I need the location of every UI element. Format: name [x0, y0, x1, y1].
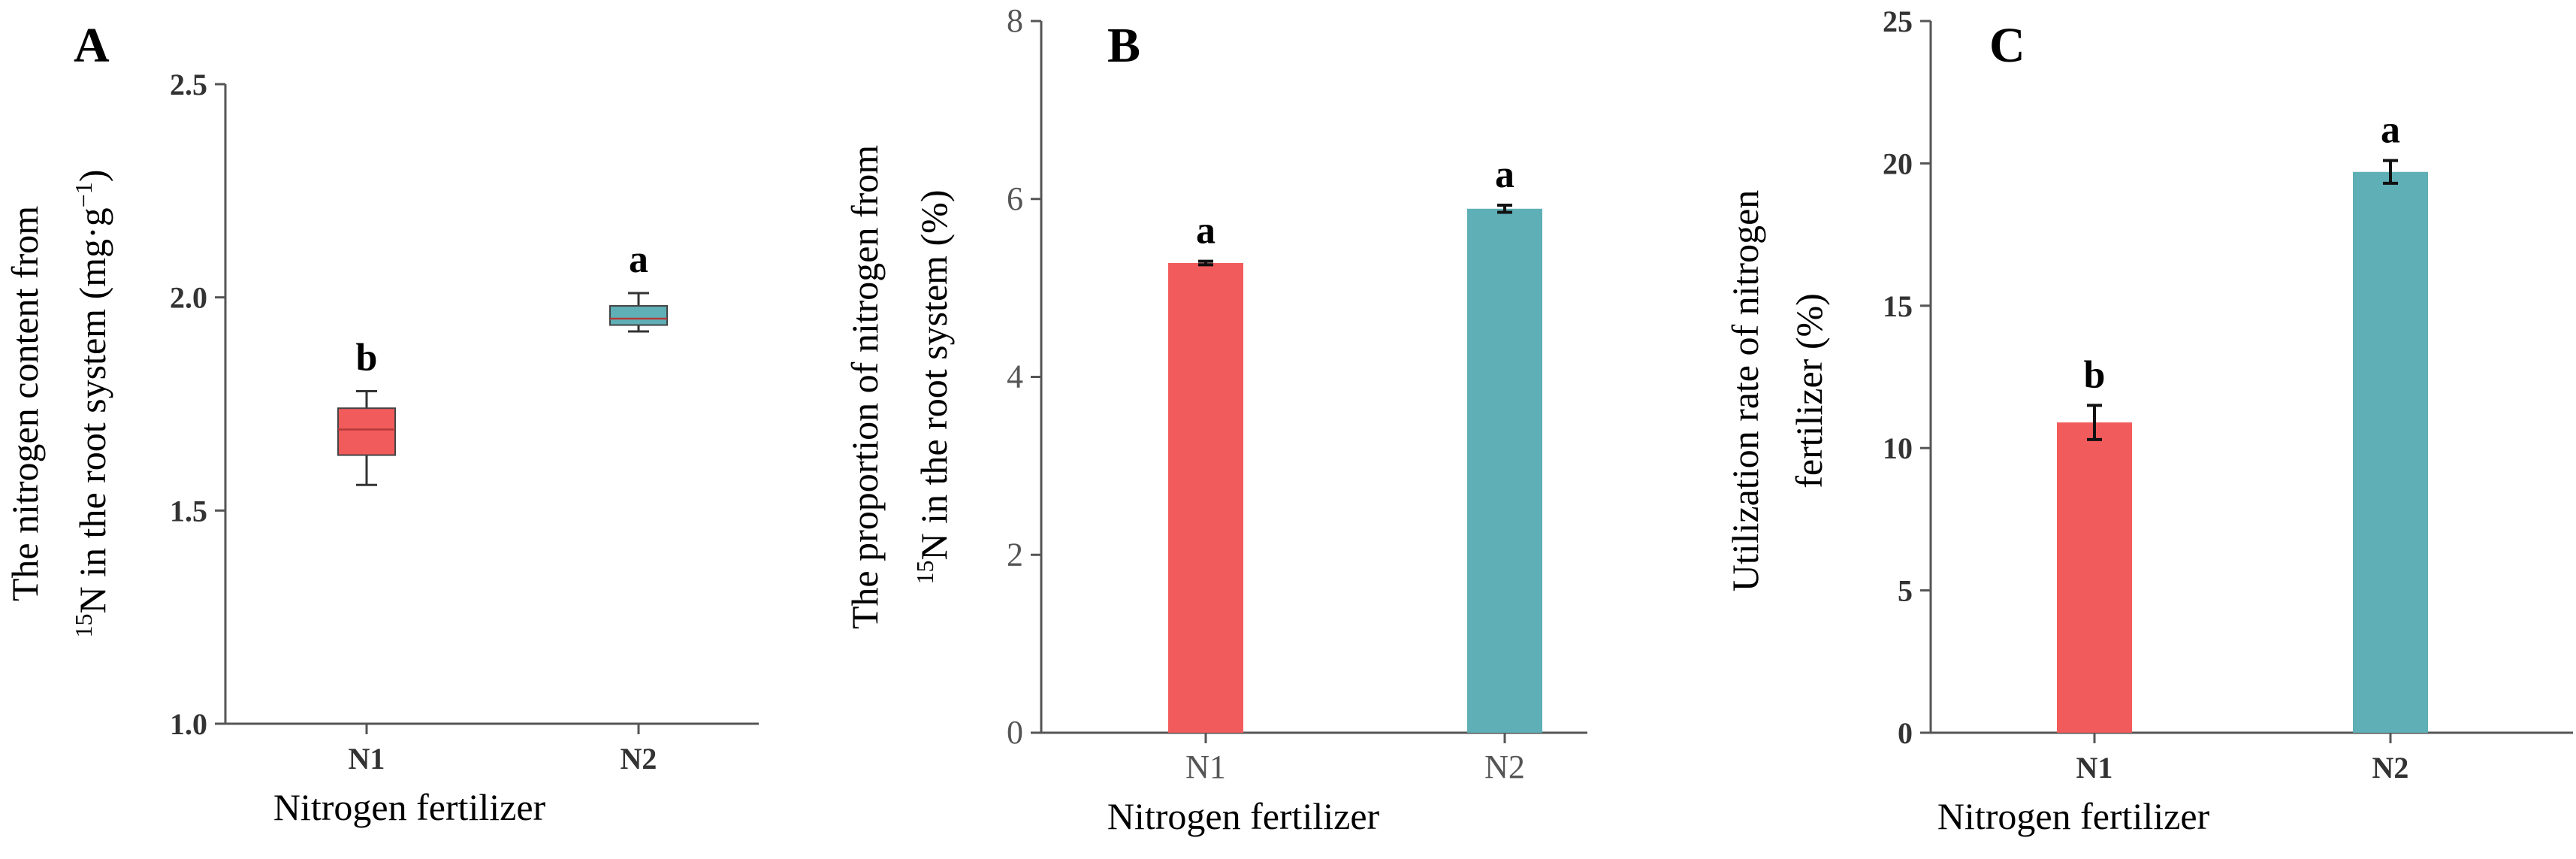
y-axis-title-end: ): [71, 170, 113, 183]
x-axis-title: Nitrogen fertilizer: [1107, 795, 1380, 837]
y-tick-label: 2.0: [170, 281, 207, 315]
y-tick-label: 15: [1883, 289, 1913, 323]
y-tick-label: 0: [1898, 716, 1913, 750]
y-axis-title-text: N in the root system (mg·g: [71, 207, 113, 613]
panel-label: A: [74, 18, 110, 73]
y-tick-label: 2: [1007, 536, 1023, 573]
panel-C: 0 5 10 15 20 25 N1 N2 b a C Nitrogen fertilizer Util…: [1724, 5, 2573, 837]
panel-A: 1.0 1.5 2.0 2.5 N1 N2 b a A Nitrogen fertilizer Th…: [4, 18, 759, 828]
bar-N1: [1168, 262, 1243, 733]
y-axis-title-line2: 15N in the root system (%): [911, 190, 955, 585]
y-tick-label: 20: [1883, 147, 1913, 180]
panel-label: B: [1107, 18, 1140, 73]
panel-B: 0 2 4 6 8 N1 N2 a a B Nitrogen fertilizer The propo…: [844, 2, 1587, 837]
y-tick-label: 2.5: [170, 68, 207, 101]
x-axis-title: Nitrogen fertilizer: [1937, 795, 2210, 837]
x-axis-title: Nitrogen fertilizer: [273, 786, 546, 828]
significance-letter: b: [2084, 353, 2106, 396]
y-axis-title-line1: Utilization rate of nitrogen: [1724, 190, 1766, 592]
y-axis-title-line1: The proportion of nitrogen from: [844, 145, 886, 629]
y-tick-label: 6: [1007, 180, 1023, 217]
y-tick-label: 8: [1007, 2, 1023, 39]
y-tick-label: 5: [1898, 574, 1913, 608]
y-tick-label: 1.5: [170, 494, 207, 528]
significance-letter: a: [1495, 153, 1514, 196]
panel-label: C: [1989, 18, 2025, 73]
y-tick-label: 25: [1883, 5, 1913, 38]
x-tick-label: N2: [1484, 749, 1525, 785]
x-tick-label: N1: [1185, 749, 1226, 785]
unit-superscript: −1: [70, 182, 97, 207]
y-axis-title-line1: The nitrogen content from: [4, 206, 46, 601]
y-axis-title-line2: fertilizer (%): [1788, 293, 1830, 488]
y-tick-label: 4: [1007, 358, 1023, 395]
x-tick-label: N1: [349, 742, 385, 776]
box-N1: [337, 407, 396, 456]
bar-N1: [2057, 422, 2132, 733]
y-tick-label: 0: [1007, 714, 1023, 751]
y-axis-title-line2: 15N in the root system (mg·g−1): [70, 170, 113, 638]
y-tick-label: 1.0: [170, 707, 207, 741]
y-tick-label: 10: [1883, 431, 1913, 465]
significance-letter: a: [629, 238, 648, 281]
x-tick-label: N1: [2076, 751, 2113, 785]
bar-N2: [2353, 171, 2428, 733]
y-axis-title-text: N in the root system (%): [913, 190, 955, 561]
box-N2: [609, 305, 668, 326]
significance-letter: a: [2381, 109, 2400, 152]
x-tick-label: N2: [621, 742, 657, 776]
bar-N2: [1467, 208, 1542, 733]
x-tick-label: N2: [2372, 751, 2409, 785]
significance-letter: a: [1196, 210, 1216, 253]
y-axis-title-text: fertilizer (%): [1788, 293, 1830, 488]
superscript: 15: [70, 613, 97, 637]
significance-letter: b: [356, 336, 378, 379]
superscript: 15: [911, 560, 938, 584]
